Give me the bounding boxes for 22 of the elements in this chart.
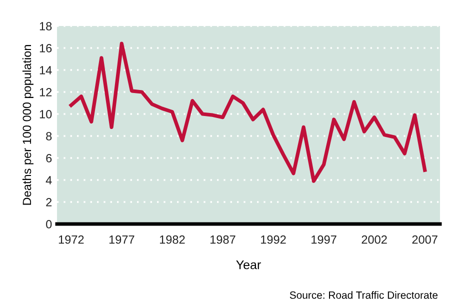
source-note: Source: Road Traffic Directorate (290, 291, 438, 299)
y-tick-label: 14 (40, 66, 52, 74)
x-tick-label: 2007 (412, 235, 438, 244)
y-tick-label: 0 (46, 220, 52, 228)
y-axis-title: Deaths per 100 000 population (22, 45, 34, 205)
x-tick-label: 1992 (261, 235, 286, 244)
y-tick-label: 2 (46, 198, 52, 206)
y-tick-label: 8 (46, 132, 52, 140)
y-tick-label: 4 (46, 176, 52, 184)
line-series (69, 42, 427, 183)
y-tick-label: 12 (40, 88, 52, 96)
y-tick-label: 10 (40, 110, 52, 118)
x-tick-label: 1987 (210, 235, 236, 244)
x-tick-label: 1972 (58, 235, 84, 244)
x-tick-label: 1977 (109, 235, 134, 244)
y-tick-label: 6 (46, 154, 52, 162)
y-tick-label: 16 (40, 44, 52, 52)
x-tick-label: 1982 (160, 235, 185, 244)
y-tick-label: 18 (40, 22, 52, 30)
x-tick-label: 2002 (362, 235, 387, 244)
x-tick-label: 1997 (312, 235, 336, 244)
x-axis-title: Year (236, 260, 261, 270)
